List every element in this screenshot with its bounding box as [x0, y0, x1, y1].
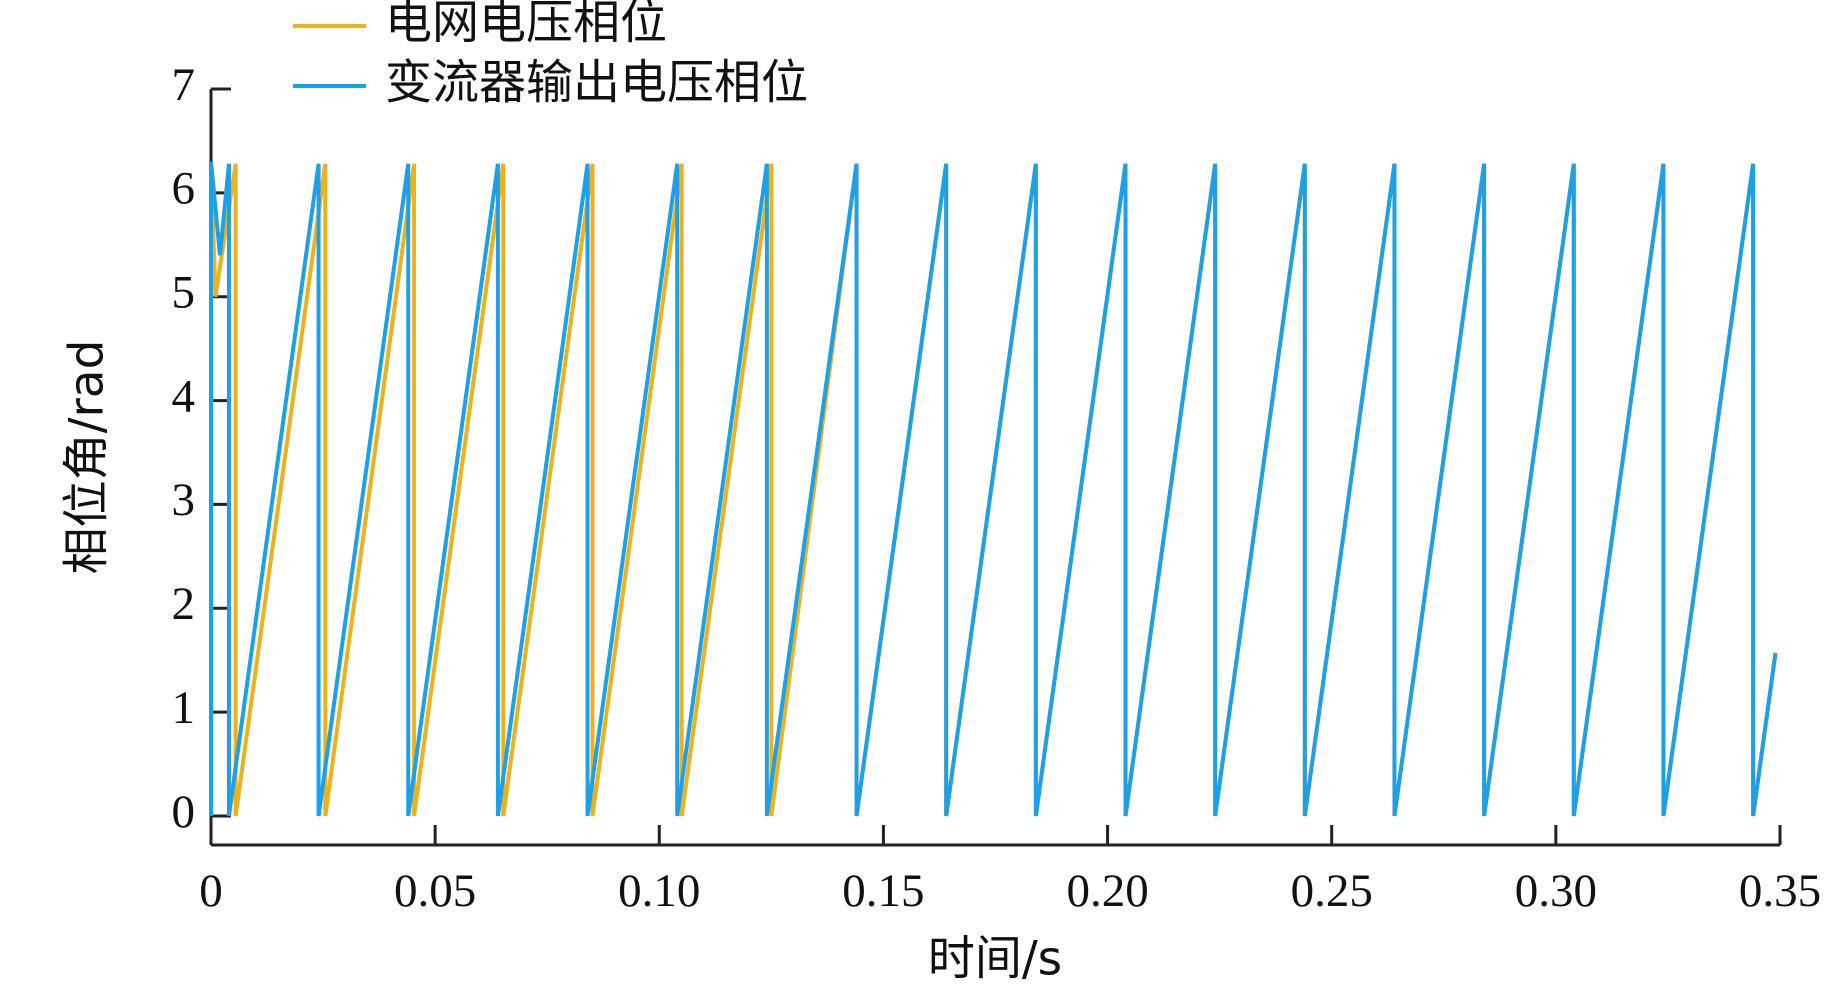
- y-tick-label: 2: [172, 578, 196, 630]
- series-line: [209, 163, 1778, 817]
- x-tick-label: 0.15: [842, 865, 924, 917]
- y-tick-label: 5: [172, 266, 196, 318]
- legend-label: 变流器输出电压相位: [385, 56, 808, 111]
- x-tick-label: 0.05: [394, 865, 476, 917]
- x-tick-label: 0.10: [618, 865, 700, 917]
- y-tick-label: 4: [172, 370, 196, 422]
- legend-label: 电网电压相位: [385, 0, 667, 51]
- y-tick-label: 1: [172, 682, 196, 734]
- y-tick-label: 6: [172, 163, 196, 215]
- series-line: [209, 161, 1778, 817]
- y-axis-label: 相位角/rad: [60, 340, 115, 575]
- x-axis-label: 时间/s: [928, 932, 1062, 987]
- x-tick-label: 0.20: [1066, 865, 1148, 917]
- x-tick-label: 0.35: [1739, 865, 1821, 917]
- y-tick-label: 7: [172, 59, 196, 111]
- x-tick-label: 0.30: [1515, 865, 1597, 917]
- x-tick-label: 0: [199, 865, 223, 917]
- x-tick-label: 0.25: [1291, 865, 1373, 917]
- y-tick-label: 3: [172, 474, 196, 526]
- y-tick-label: 0: [172, 786, 196, 838]
